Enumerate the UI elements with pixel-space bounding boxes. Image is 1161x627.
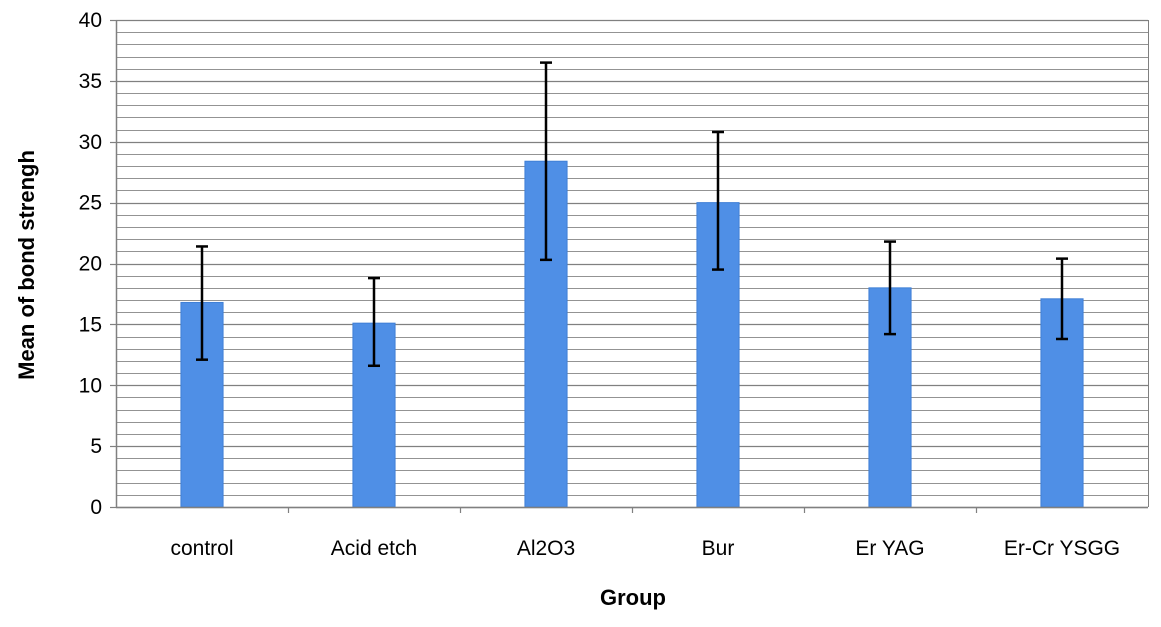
x-tick-label: Er YAG: [855, 537, 924, 560]
bars: [180, 160, 1084, 508]
y-tick-label: 25: [79, 192, 102, 215]
error-bar: [368, 276, 380, 368]
y-tick-label: 15: [79, 313, 102, 336]
x-tick-labels: control Acid etch Al2O3 Bur Er YAG Er-Cr YSGG: [170, 507, 1120, 560]
y-tick-labels: 0 5 10 15 20 25 30 35 40: [79, 9, 116, 519]
y-axis-title: Mean of bond strengh: [14, 150, 39, 380]
y-tick-label: 20: [79, 253, 102, 276]
error-bar: [540, 61, 552, 262]
y-tick-label: 40: [79, 9, 102, 32]
y-tick-label: 5: [90, 435, 102, 458]
x-tick-label: Al2O3: [517, 537, 575, 560]
x-tick-label: Acid etch: [331, 537, 417, 560]
x-tick-label: control: [170, 537, 233, 560]
x-axis-title: Group: [600, 585, 666, 610]
y-tick-label: 0: [90, 496, 102, 519]
error-bar: [1056, 257, 1068, 341]
x-tick-label: Er-Cr YSGG: [1004, 537, 1120, 560]
y-tick-label: 35: [79, 70, 102, 93]
x-tick-label: Bur: [702, 537, 735, 560]
error-bars: [196, 61, 1068, 368]
gridlines: [116, 19, 1149, 509]
error-bar: [884, 240, 896, 336]
y-tick-label: 10: [79, 374, 102, 397]
error-bar: [196, 245, 208, 361]
error-bar: [712, 130, 724, 271]
y-tick-label: 30: [79, 131, 102, 154]
